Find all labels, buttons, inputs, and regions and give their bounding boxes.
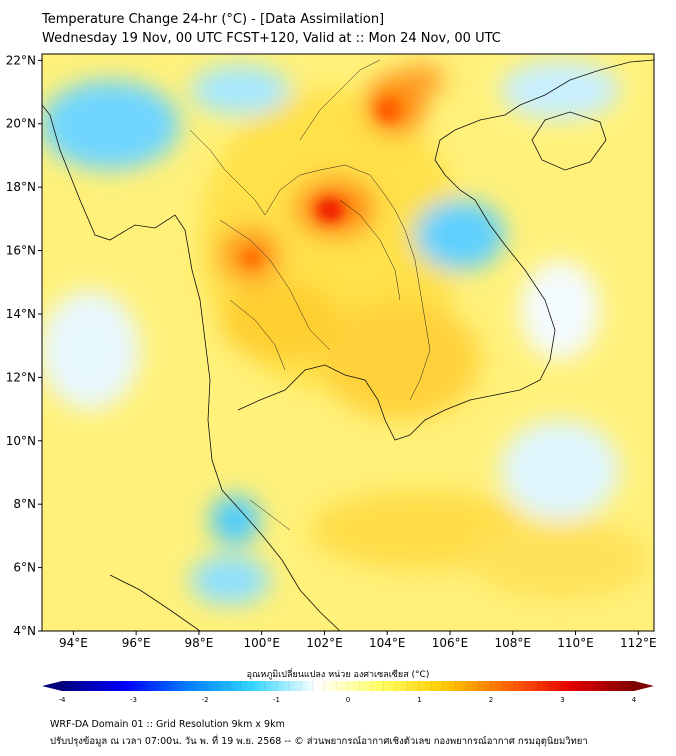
cool-area-south-china-sea bbox=[520, 260, 600, 360]
sumatra-coast bbox=[109, 574, 201, 631]
gulf-thailand-line bbox=[237, 364, 411, 441]
lat-tick-label: 4°N bbox=[13, 624, 36, 638]
colorbar-tick-label: -1 bbox=[273, 696, 280, 704]
east-coast-line bbox=[409, 59, 654, 436]
lat-tick-label: 22°N bbox=[6, 53, 36, 67]
footer-model-info: WRF-DA Domain 01 :: Grid Resolution 9km … bbox=[50, 719, 285, 730]
coastlines bbox=[42, 59, 654, 631]
cool-area-northwest bbox=[42, 80, 180, 170]
lat-tick-label: 6°N bbox=[13, 561, 36, 575]
cool-area-laos bbox=[415, 200, 505, 270]
lon-tick-label: 106°E bbox=[432, 636, 469, 650]
hotspot-core-center bbox=[316, 198, 344, 222]
longitude-axis: 94°E 96°E 98°E 100°E 102°E 104°E 106°E 108°E 110… bbox=[59, 631, 657, 650]
lon-tick-label: 108°E bbox=[495, 636, 532, 650]
colorbar-tick-label: 3 bbox=[560, 696, 564, 704]
colorbar-tick-label: 4 bbox=[632, 696, 637, 704]
hotspot-core-west bbox=[242, 249, 262, 267]
colorbar-low-extend bbox=[42, 681, 62, 691]
colorbar-high-extend bbox=[634, 681, 654, 691]
map-frame bbox=[41, 53, 655, 632]
borders bbox=[189, 59, 431, 531]
lat-tick-label: 12°N bbox=[6, 370, 36, 384]
chart-title: Temperature Change 24-hr (°C) - [Data As… bbox=[42, 12, 385, 27]
border-line-4 bbox=[339, 199, 401, 301]
cool-area-sea bbox=[500, 420, 620, 520]
lon-tick-label: 94°E bbox=[59, 636, 88, 650]
lon-tick-label: 98°E bbox=[184, 636, 213, 650]
colorbar-tick-label: -3 bbox=[130, 696, 137, 704]
lat-tick-label: 18°N bbox=[6, 180, 36, 194]
colorbar-tick-label: -2 bbox=[202, 696, 209, 704]
border-line-2 bbox=[299, 59, 381, 141]
colorbar-tick-label: 2 bbox=[489, 696, 493, 704]
colorbar-ticks: -4 -3 -2 -1 0 1 2 3 4 bbox=[59, 681, 637, 704]
border-line-3 bbox=[219, 219, 331, 351]
warm-area-southeast bbox=[470, 520, 650, 600]
border-line-5 bbox=[229, 299, 286, 371]
lon-tick-label: 100°E bbox=[243, 636, 280, 650]
lon-tick-label: 102°E bbox=[306, 636, 343, 650]
cool-area-bay bbox=[42, 290, 140, 410]
latitude-axis: 4°N 6°N 8°N 10°N 12°N 14°N 16°N 18°N 20°N 22°N bbox=[6, 53, 42, 638]
cool-area-andaman bbox=[210, 495, 260, 545]
lat-tick-label: 10°N bbox=[6, 434, 36, 448]
chart-subtitle: Wednesday 19 Nov, 00 UTC FCST+120, Valid… bbox=[42, 31, 501, 46]
hainan-island bbox=[531, 111, 607, 171]
lat-tick-label: 14°N bbox=[6, 307, 36, 321]
temperature-field bbox=[42, 54, 654, 631]
lon-tick-label: 110°E bbox=[557, 636, 594, 650]
lat-tick-label: 8°N bbox=[13, 497, 36, 511]
lon-tick-label: 112°E bbox=[620, 636, 657, 650]
anomaly-blobs bbox=[42, 60, 650, 605]
colorbar-label: อุณหภูมิเปลี่ยนแปลง หน่วย องศาเซลเซียส (… bbox=[246, 670, 430, 680]
lat-tick-label: 20°N bbox=[6, 117, 36, 131]
hotspot-cores bbox=[242, 98, 400, 267]
colorbar-tick-label: 1 bbox=[417, 696, 421, 704]
lon-tick-label: 104°E bbox=[369, 636, 406, 650]
hotspot-north-2 bbox=[395, 65, 445, 95]
warm-area-central bbox=[220, 280, 340, 360]
footer-credit: ปรับปรุงข้อมูล ณ เวลา 07:00น. วัน พ. ที่… bbox=[50, 736, 588, 747]
colorbar-gradient bbox=[62, 681, 634, 691]
lon-tick-label: 96°E bbox=[122, 636, 151, 650]
west-coast-line bbox=[42, 104, 341, 631]
colorbar-tick-label: -4 bbox=[59, 696, 67, 704]
border-line-6 bbox=[249, 499, 291, 531]
border-line-1 bbox=[189, 129, 431, 401]
colorbar: -4 -3 -2 -1 0 1 2 3 4 bbox=[42, 681, 654, 704]
cool-area-gulf-tonkin bbox=[500, 60, 620, 120]
warm-area-east bbox=[320, 300, 480, 420]
hotspot-core-north bbox=[376, 98, 400, 122]
cool-area-malaya bbox=[190, 555, 270, 605]
colorbar-tick-label: 0 bbox=[346, 696, 350, 704]
cool-area-north bbox=[190, 65, 290, 115]
lat-tick-label: 16°N bbox=[6, 244, 36, 258]
